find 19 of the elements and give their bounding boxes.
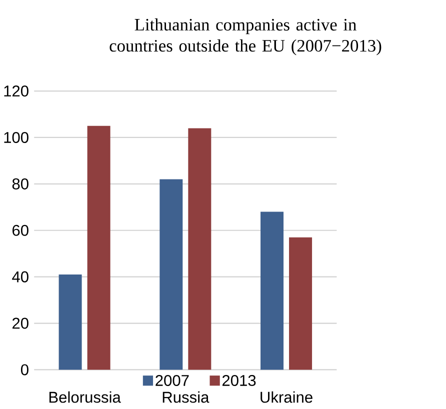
x-tick-label: Ukraine — [260, 391, 312, 403]
y-tick-label: 100 — [4, 132, 28, 143]
x-tick-label: Russia — [162, 391, 210, 403]
bar — [188, 128, 212, 370]
chart-title: Lithuanian companies active in countries outside the EU (2007−2013) — [110, 18, 382, 56]
y-tick-label: 40 — [12, 271, 28, 282]
y-tick-label: 60 — [12, 224, 28, 236]
legend-label: 2007 — [156, 374, 189, 386]
bar — [87, 126, 110, 370]
legend-label: 2013 — [222, 374, 256, 386]
y-tick-label: 20 — [12, 318, 28, 329]
bar — [260, 212, 284, 370]
x-tick-label: Belorussia — [49, 391, 121, 403]
bar — [58, 274, 82, 370]
bar — [289, 237, 312, 370]
y-tick-label: 120 — [4, 85, 28, 96]
y-tick-label: 80 — [12, 178, 28, 190]
y-tick-label: 0 — [20, 364, 28, 376]
bar — [160, 179, 183, 370]
